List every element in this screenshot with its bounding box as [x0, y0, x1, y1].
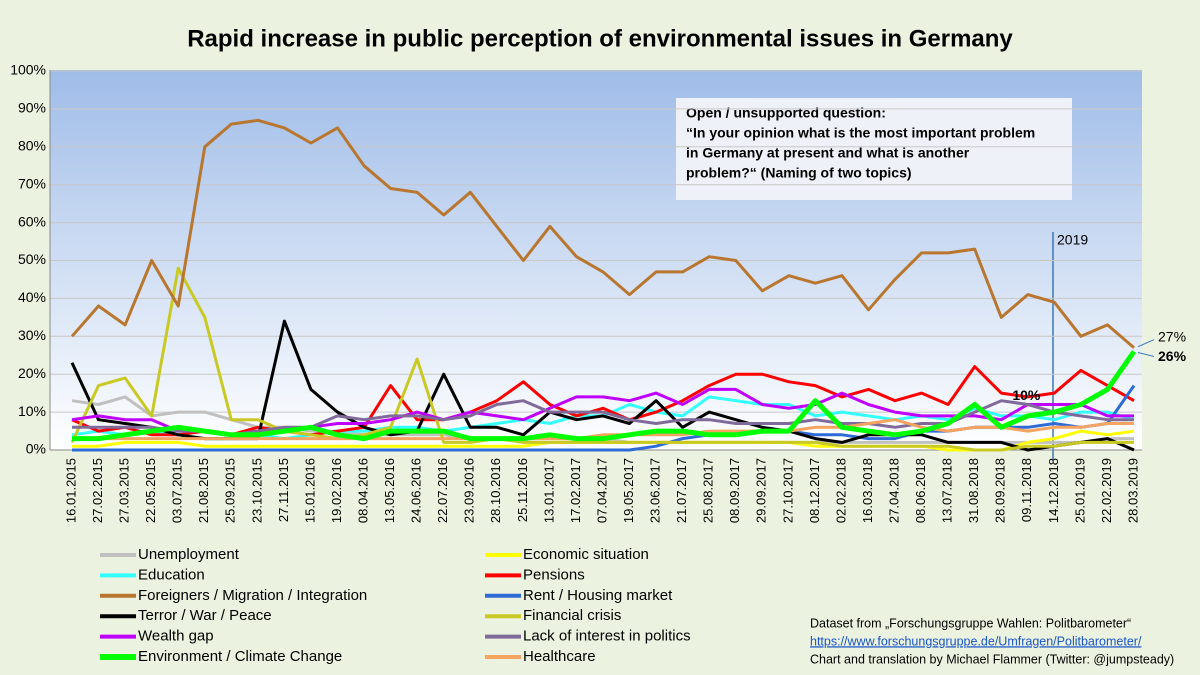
legend-label: Wealth gap [138, 628, 214, 645]
series-line [71, 365, 1135, 437]
source-text: Dataset from „Forschungsgruppe Wahlen: P… [810, 616, 1174, 666]
x-tick-label: 27.10.2017 [780, 458, 795, 523]
y-tick-label: 100% [10, 62, 46, 78]
x-tick-label: 08.06.2018 [913, 458, 928, 523]
question-line: “In your opinion what is the most import… [686, 125, 1035, 141]
x-tick-label: 27.11.2015 [276, 458, 291, 522]
x-tick-label: 27.04.2018 [886, 458, 901, 523]
x-tick-label: 25.09.2015 [223, 458, 238, 523]
legend-label: Foreigners / Migration / Integration [138, 587, 367, 604]
x-tick-label: 22.05.2015 [143, 458, 158, 523]
legend-label: Rent / Housing market [523, 587, 673, 604]
value-label: 27% [1158, 328, 1186, 344]
label-leader [1137, 351, 1155, 357]
series-line [72, 350, 1137, 442]
y-tick-label: 70% [18, 175, 46, 191]
legend-label: Economic situation [523, 546, 649, 563]
year-marker-label: 2019 [1057, 232, 1088, 248]
question-line: problem?“ (Naming of two topics) [686, 165, 912, 181]
question-line: Open / unsupported question: [686, 105, 886, 121]
x-tick-label: 08.12.2017 [807, 458, 822, 523]
x-tick-label: 21.07.2017 [674, 458, 689, 523]
x-tick-label: 28.03.2019 [1125, 458, 1140, 523]
y-tick-label: 40% [18, 289, 46, 305]
x-tick-label: 28.10.2016 [488, 458, 503, 523]
x-tick-label: 25.11.2016 [515, 458, 530, 522]
legend-label: Financial crisis [523, 607, 621, 624]
x-tick-label: 15.01.2016 [302, 458, 317, 523]
legend-label: Pensions [523, 566, 585, 583]
legend-label: Education [138, 566, 205, 583]
label-leader [1137, 339, 1155, 348]
x-tick-label: 07.04.2017 [594, 458, 609, 523]
x-tick-label: 28.09.2018 [993, 458, 1008, 523]
source-line: https://www.forschungsgruppe.de/Umfragen… [810, 634, 1142, 648]
x-tick-label: 23.09.2016 [462, 458, 477, 523]
x-tick-label: 17.02.2017 [568, 458, 583, 523]
series-line [70, 118, 1135, 349]
source-line: Dataset from „Forschungsgruppe Wahlen: P… [810, 616, 1131, 630]
y-tick-label: 60% [18, 213, 46, 229]
question-box [676, 98, 1072, 200]
y-tick-label: 30% [18, 327, 46, 343]
x-tick-label: 19.02.2016 [329, 458, 344, 523]
value-label: 10% [1012, 387, 1041, 403]
x-tick-label: 08.09.2017 [727, 458, 742, 523]
x-tick-label: 09.11.2018 [1019, 458, 1034, 522]
x-tick-label: 22.02.2019 [1099, 458, 1114, 523]
series-line [70, 266, 1134, 452]
x-tick-label: 16.01.2015 [63, 458, 78, 523]
x-tick-label: 02.02.2018 [833, 458, 848, 523]
y-tick-label: 50% [18, 251, 46, 267]
x-tick-label: 25.08.2017 [701, 458, 716, 523]
x-tick-label: 13.07.2018 [940, 458, 955, 523]
x-tick-label: 22.07.2016 [435, 458, 450, 523]
legend-label: Terror / War / Peace [138, 607, 272, 624]
x-tick-label: 24.06.2016 [409, 458, 424, 523]
y-tick-label: 80% [18, 138, 46, 154]
x-tick-label: 14.12.2018 [1046, 458, 1061, 523]
x-tick-label: 03.07.2015 [170, 458, 185, 523]
x-tick-label: 25.01.2019 [1072, 458, 1087, 523]
x-tick-label: 21.08.2015 [196, 458, 211, 523]
question-line: in Germany at present and what is anothe… [686, 145, 970, 161]
x-tick-label: 23.06.2017 [648, 458, 663, 523]
x-tick-label: 27.03.2015 [117, 458, 132, 523]
y-tick-label: 10% [18, 403, 46, 419]
legend-label: Lack of interest in politics [523, 628, 691, 645]
x-tick-label: 27.02.2015 [90, 458, 105, 523]
y-tick-label: 0% [26, 441, 46, 457]
legend-label: Unemployment [138, 546, 240, 563]
source-line: Chart and translation by Michael Flammer… [810, 652, 1174, 666]
legend-label: Environment / Climate Change [138, 648, 342, 665]
x-tick-label: 16.03.2018 [860, 458, 875, 523]
x-tick-label: 13.05.2016 [382, 458, 397, 523]
x-tick-label: 29.09.2017 [754, 458, 769, 523]
series-line [72, 418, 1134, 441]
legend-label: Healthcare [523, 648, 596, 665]
y-tick-label: 20% [18, 365, 46, 381]
x-tick-label: 23.10.2015 [249, 458, 264, 523]
x-tick-label: 08.04.2016 [355, 458, 370, 523]
value-label: 26% [1158, 348, 1187, 364]
x-tick-label: 31.08.2018 [966, 458, 981, 523]
y-tick-label: 90% [18, 100, 46, 116]
x-tick-label: 13.01.2017 [541, 458, 556, 523]
x-tick-label: 19.05.2017 [621, 458, 636, 523]
chart-title: Rapid increase in public perception of e… [187, 25, 1013, 52]
